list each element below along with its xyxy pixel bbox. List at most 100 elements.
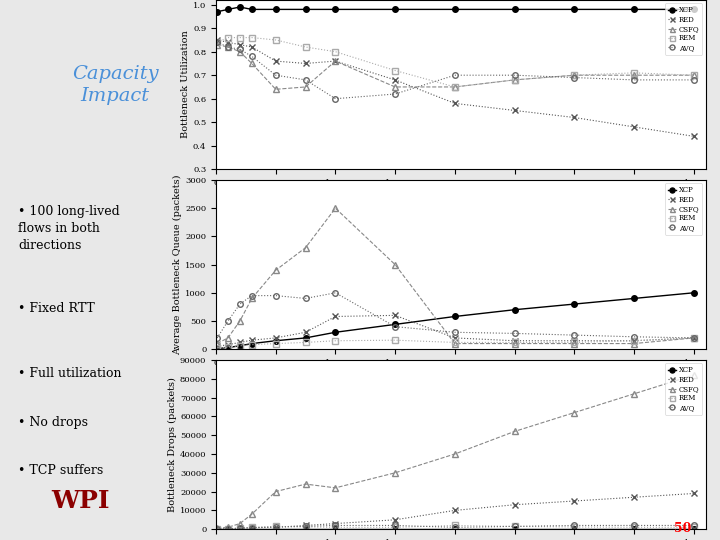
RED <box>629 124 638 130</box>
Text: WPI: WPI <box>51 489 110 513</box>
XCP <box>271 6 280 12</box>
REM <box>213 526 222 532</box>
XCP <box>271 338 280 344</box>
CSFQ <box>213 525 222 531</box>
AVQ <box>451 72 459 78</box>
CSFQ <box>510 340 519 347</box>
CSFQ <box>331 484 340 491</box>
CSFQ <box>570 340 579 347</box>
RED <box>629 494 638 501</box>
REM <box>629 524 638 531</box>
REM <box>391 68 400 74</box>
CSFQ <box>689 335 698 341</box>
RED <box>301 522 310 529</box>
AVQ <box>629 522 638 529</box>
Legend: XCP, RED, CSFQ, REM, AVQ: XCP, RED, CSFQ, REM, AVQ <box>665 363 702 415</box>
XCP <box>391 321 400 328</box>
AVQ <box>301 295 310 302</box>
REM <box>271 37 280 43</box>
REM <box>391 337 400 343</box>
Text: • TCP suffers: • TCP suffers <box>19 464 104 477</box>
Line: REM: REM <box>215 335 696 351</box>
CSFQ <box>301 245 310 251</box>
XCP <box>235 342 244 349</box>
XCP <box>391 526 400 532</box>
Legend: XCP, RED, CSFQ, REM, AVQ: XCP, RED, CSFQ, REM, AVQ <box>665 184 702 234</box>
RED <box>689 335 698 341</box>
CSFQ <box>510 77 519 83</box>
CSFQ <box>451 451 459 457</box>
XCP <box>331 526 340 532</box>
REM <box>271 523 280 530</box>
XCP <box>689 289 698 296</box>
CSFQ <box>689 372 698 379</box>
REM <box>224 525 233 532</box>
XCP <box>224 6 233 12</box>
CSFQ <box>235 521 244 527</box>
RED <box>213 525 222 532</box>
XCP <box>510 6 519 12</box>
Line: XCP: XCP <box>215 290 696 352</box>
AVQ <box>331 522 340 529</box>
AVQ <box>235 525 244 531</box>
XCP <box>224 345 233 351</box>
CSFQ <box>629 72 638 78</box>
XCP <box>451 313 459 320</box>
XCP <box>213 9 222 15</box>
CSFQ <box>271 86 280 92</box>
REM <box>248 524 256 531</box>
REM <box>391 524 400 531</box>
Line: REM: REM <box>215 35 696 90</box>
RED <box>331 313 340 320</box>
XCP <box>570 526 579 532</box>
XCP <box>301 526 310 532</box>
REM <box>689 524 698 531</box>
CSFQ <box>570 409 579 416</box>
Text: 50: 50 <box>674 522 691 535</box>
AVQ <box>331 96 340 102</box>
CSFQ <box>301 481 310 487</box>
AVQ <box>570 332 579 339</box>
Line: XCP: XCP <box>215 4 696 15</box>
REM <box>301 44 310 50</box>
AVQ <box>271 524 280 530</box>
AVQ <box>224 318 233 324</box>
RED <box>570 338 579 344</box>
CSFQ <box>510 428 519 435</box>
RED <box>213 343 222 349</box>
REM <box>301 524 310 530</box>
Legend: XCP, RED, CSFQ, REM, AVQ: XCP, RED, CSFQ, REM, AVQ <box>665 3 702 55</box>
XCP <box>451 6 459 12</box>
REM <box>510 523 519 530</box>
RED <box>301 60 310 67</box>
AVQ <box>331 289 340 296</box>
AVQ <box>570 522 579 529</box>
RED <box>451 335 459 341</box>
XCP <box>510 307 519 313</box>
XCP <box>213 526 222 532</box>
RED <box>301 329 310 335</box>
RED <box>629 338 638 344</box>
REM <box>570 524 579 530</box>
AVQ <box>301 523 310 530</box>
REM <box>629 70 638 76</box>
RED <box>213 37 222 43</box>
REM <box>331 49 340 55</box>
RED <box>510 338 519 344</box>
Text: • No drops: • No drops <box>19 416 89 429</box>
RED <box>271 335 280 341</box>
AVQ <box>391 323 400 330</box>
REM <box>248 341 256 348</box>
AVQ <box>510 523 519 530</box>
CSFQ <box>224 44 233 50</box>
AVQ <box>451 524 459 531</box>
CSFQ <box>570 72 579 78</box>
AVQ <box>235 301 244 307</box>
RED <box>510 107 519 114</box>
RED <box>248 524 256 531</box>
RED <box>224 525 233 532</box>
AVQ <box>391 522 400 529</box>
Line: CSFQ: CSFQ <box>215 205 696 346</box>
AVQ <box>451 329 459 335</box>
AVQ <box>248 292 256 299</box>
